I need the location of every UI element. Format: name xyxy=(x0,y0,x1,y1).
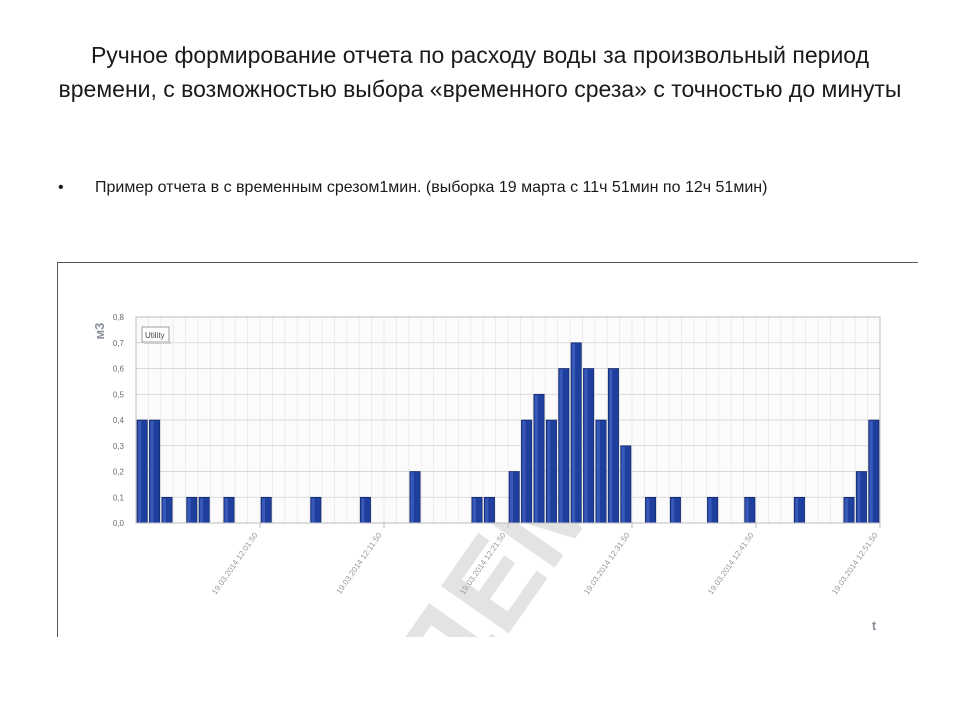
y-tick-label: 0,1 xyxy=(113,493,125,502)
bar-highlight xyxy=(584,369,588,523)
bar-highlight xyxy=(361,498,365,523)
y-tick-label: 0,7 xyxy=(113,339,125,348)
slide-title: Ручное формирование отчета по расходу во… xyxy=(58,42,902,102)
bar-highlight xyxy=(472,498,476,523)
bar-highlight xyxy=(200,498,204,523)
legend: Utility xyxy=(141,326,171,344)
y-tick-label: 0,0 xyxy=(113,519,125,528)
bar-highlight xyxy=(522,421,526,523)
bar-highlight xyxy=(857,472,861,523)
bar-highlight xyxy=(150,421,154,523)
y-tick-label: 0,6 xyxy=(113,365,125,374)
bar-highlight xyxy=(609,369,613,523)
y-tick-label: 0,4 xyxy=(113,416,125,425)
bar-highlight xyxy=(534,395,538,523)
bar-highlight xyxy=(596,421,600,523)
legend-box-shadow xyxy=(144,342,171,344)
bar-highlight xyxy=(187,498,191,523)
bar-highlight xyxy=(162,498,166,523)
y-tick-label: 0,2 xyxy=(113,468,125,477)
bar-highlight xyxy=(745,498,749,523)
bar-highlight xyxy=(311,498,315,523)
bullet-text: Пример отчета в с временным срезом1мин. … xyxy=(95,179,768,196)
water-consumption-chart: ДЕМО 0,00,10,20,30,40,50,60,70,819.03.20… xyxy=(92,313,881,637)
chart-frame: ДЕМО 0,00,10,20,30,40,50,60,70,819.03.20… xyxy=(57,262,918,637)
bar-highlight xyxy=(410,472,414,523)
bar-highlight xyxy=(547,421,551,523)
bar-highlight xyxy=(621,446,625,523)
grid xyxy=(135,316,881,524)
bar-highlight xyxy=(671,498,675,523)
bar-highlight xyxy=(510,472,514,523)
y-tick-label: 0,5 xyxy=(113,390,125,399)
bar-highlight xyxy=(795,498,799,523)
x-tick-label: 19.03.2014 12:11:50 xyxy=(335,531,384,596)
y-axis-title: м3 xyxy=(92,323,107,340)
bar-highlight xyxy=(485,498,489,523)
x-tick-label: 19.03.2014 12:01:50 xyxy=(210,531,260,597)
bar-highlight xyxy=(224,498,228,523)
bar-highlight xyxy=(646,498,650,523)
bar-highlight xyxy=(572,343,576,523)
x-tick-label: 19.03.2014 12:51:50 xyxy=(830,531,880,597)
bar-highlight xyxy=(559,369,563,523)
bar-highlight xyxy=(869,421,873,523)
legend-label: Utility xyxy=(145,331,165,340)
x-axis-title: t xyxy=(872,618,877,633)
y-tick-label: 0,8 xyxy=(113,313,125,322)
bar-highlight xyxy=(138,421,142,523)
x-tick-label: 19.03.2014 12:41:50 xyxy=(706,531,756,597)
bar-highlight xyxy=(844,498,848,523)
bar-highlight xyxy=(262,498,266,523)
bullet-dot: • xyxy=(58,179,64,196)
bar-highlight xyxy=(708,498,712,523)
y-tick-label: 0,3 xyxy=(113,442,125,451)
